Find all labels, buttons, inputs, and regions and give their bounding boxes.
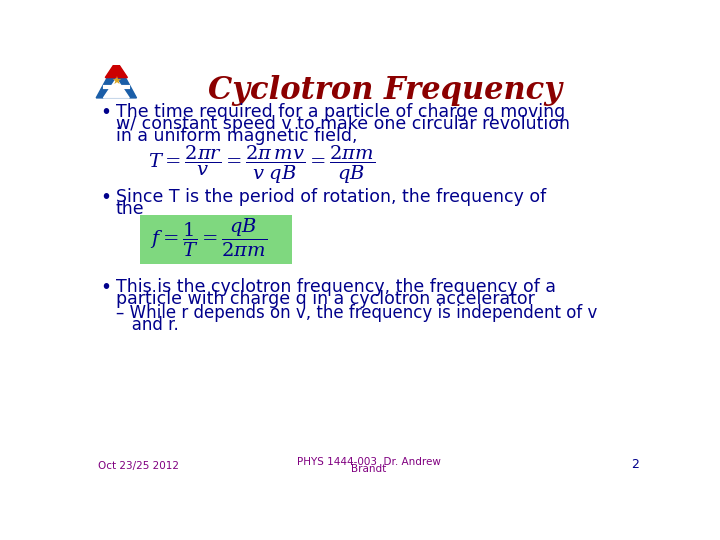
Text: 2: 2: [631, 458, 639, 471]
FancyBboxPatch shape: [140, 214, 292, 264]
Polygon shape: [96, 61, 137, 98]
Text: $f = \dfrac{1}{T} = \dfrac{qB}{2\pi m}$: $f = \dfrac{1}{T} = \dfrac{qB}{2\pi m}$: [150, 217, 268, 259]
Text: $T = \dfrac{2\pi r}{v} = \dfrac{2\pi\, mv}{v\; qB} = \dfrac{2\pi m}{qB}$: $T = \dfrac{2\pi r}{v} = \dfrac{2\pi\, m…: [148, 144, 375, 186]
Polygon shape: [104, 79, 130, 98]
Polygon shape: [105, 61, 127, 78]
Text: •: •: [100, 103, 111, 122]
Text: particle with charge q in a cyclotron accelerator: particle with charge q in a cyclotron ac…: [116, 291, 534, 308]
Text: the: the: [116, 200, 144, 218]
Text: Oct 23/25 2012: Oct 23/25 2012: [98, 461, 179, 471]
Text: Cyclotron Frequency: Cyclotron Frequency: [207, 75, 562, 106]
Text: ★: ★: [112, 77, 122, 87]
Text: and r.: and r.: [116, 316, 179, 334]
Text: w/ constant speed v to make one circular revolution: w/ constant speed v to make one circular…: [116, 115, 570, 133]
Text: Since T is the period of rotation, the frequency of: Since T is the period of rotation, the f…: [116, 188, 546, 206]
Text: •: •: [100, 188, 111, 207]
Text: in a uniform magnetic field,: in a uniform magnetic field,: [116, 127, 357, 145]
Text: Brandt: Brandt: [351, 464, 387, 475]
Text: •: •: [100, 279, 111, 298]
Text: – While r depends on v, the frequency is independent of v: – While r depends on v, the frequency is…: [116, 304, 597, 322]
Text: PHYS 1444-003  Dr. Andrew: PHYS 1444-003 Dr. Andrew: [297, 457, 441, 467]
Text: This is the cyclotron frequency, the frequency of a: This is the cyclotron frequency, the fre…: [116, 279, 556, 296]
Text: The time required for a particle of charge q moving: The time required for a particle of char…: [116, 103, 564, 122]
